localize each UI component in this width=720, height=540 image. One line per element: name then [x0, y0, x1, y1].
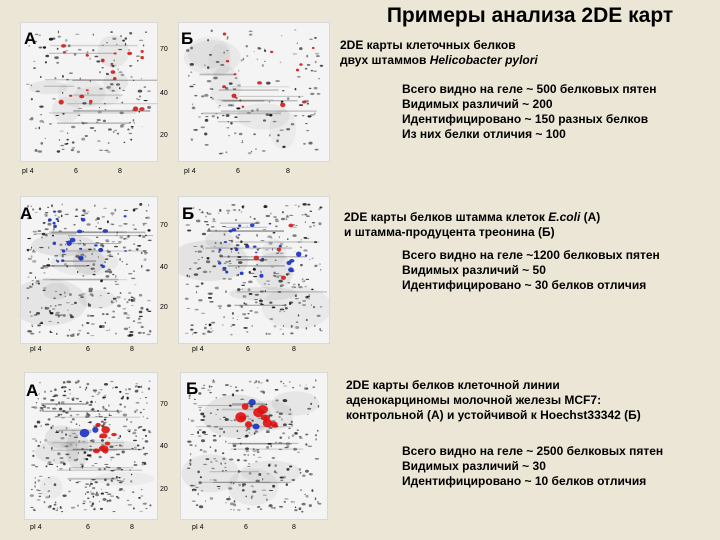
pi-tick: 8 [118, 168, 122, 175]
pi-tick: 6 [246, 346, 250, 353]
gel-label-b: Б [186, 379, 199, 398]
panel-description: 2DE карты клеточных белков двух штаммов … [340, 38, 538, 67]
gel-image-b [180, 372, 328, 520]
mw-marker: 70 [160, 222, 168, 229]
page-title: Примеры анализа 2DE карт [386, 4, 674, 27]
mw-marker: 40 [160, 443, 168, 450]
pi-tick: 6 [86, 524, 90, 531]
pi-tick: pI 4 [30, 524, 42, 531]
mw-marker: 40 [160, 90, 168, 97]
gel-spots [183, 29, 324, 155]
gel-label-a: А [20, 204, 33, 223]
pi-tick: 6 [74, 168, 78, 175]
gel-image-b [178, 196, 330, 344]
gel-label-a: А [24, 29, 37, 48]
mw-marker: 70 [160, 401, 168, 408]
panel-stats: Всего видно на геле ~ 500 белковых пятен… [402, 82, 657, 141]
gel-label-b: Б [182, 204, 195, 223]
pi-tick: 6 [86, 346, 90, 353]
mw-marker: 20 [160, 132, 168, 139]
mw-marker: 70 [160, 46, 168, 53]
gel-spots [181, 379, 322, 513]
gel-spots [179, 203, 329, 336]
panel-stats: Всего видно на геле ~1200 белковых пятен… [402, 248, 660, 292]
pi-tick: pI 4 [184, 168, 196, 175]
panel-description: 2DE карты белков клеточной линии аденока… [346, 378, 641, 422]
gel-image-b [178, 22, 330, 162]
pi-tick: pI 4 [30, 346, 42, 353]
mw-marker: 40 [160, 264, 168, 271]
gel-image-a [20, 22, 158, 162]
pi-tick: pI 4 [192, 346, 204, 353]
pi-tick: 8 [130, 524, 134, 531]
pi-tick: pI 4 [22, 168, 34, 175]
mw-marker: 20 [160, 304, 168, 311]
gel-spots [25, 30, 157, 154]
pi-tick: 6 [244, 524, 248, 531]
gel-image-a [24, 372, 158, 520]
gel-image-a [20, 196, 158, 344]
mw-marker: 20 [160, 486, 168, 493]
gel-label-a: А [26, 381, 39, 400]
gel-spots [21, 202, 154, 337]
pi-tick: 6 [236, 168, 240, 175]
pi-tick: 8 [286, 168, 290, 175]
pi-tick: pI 4 [192, 524, 204, 531]
gel-spots [29, 379, 152, 513]
panel-stats: Всего видно на геле ~ 2500 белковых пяте… [402, 444, 664, 488]
pi-tick: 8 [130, 346, 134, 353]
pi-tick: 8 [292, 524, 296, 531]
gel-label-b: Б [181, 29, 194, 48]
panel-description: 2DE карты белков штамма клеток E.coli (А… [344, 210, 601, 239]
pi-tick: 8 [292, 346, 296, 353]
